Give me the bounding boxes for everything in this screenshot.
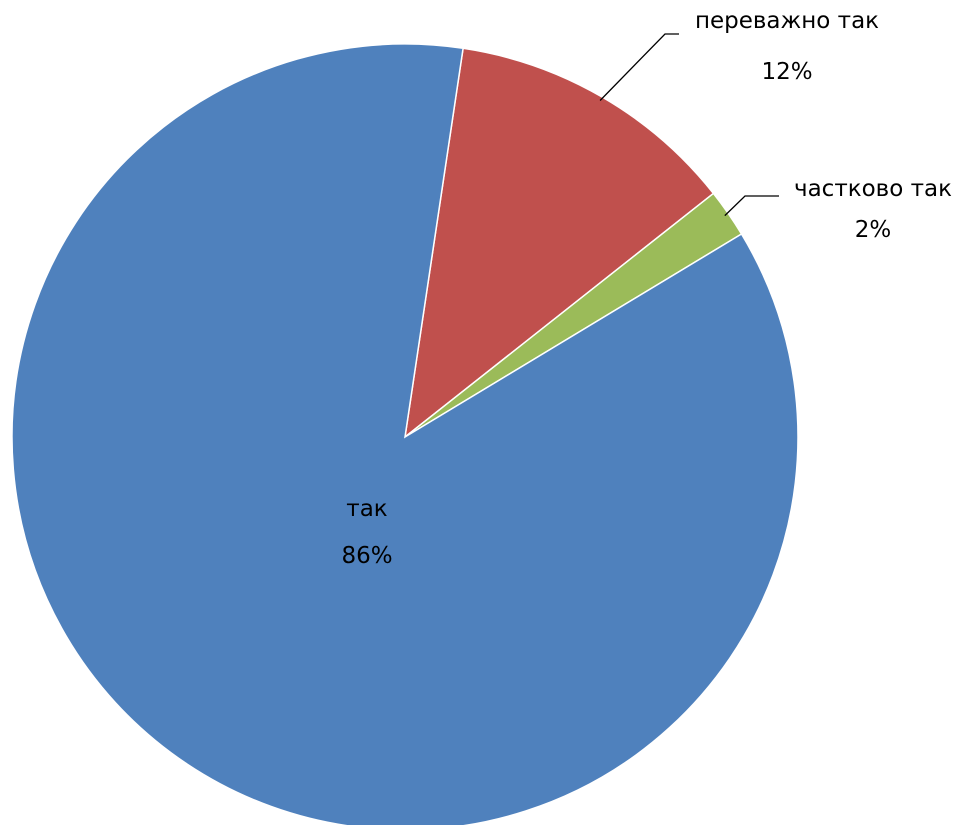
slice-value-perevazhno-tak: 12% — [761, 59, 812, 85]
pie-slice-0 — [403, 47, 715, 439]
pie-slice-2 — [11, 43, 799, 825]
slice-label-chastkovo-tak: частково так — [794, 176, 952, 202]
leader-lines — [599, 33, 779, 217]
leader-line-1 — [724, 195, 779, 217]
slice-label-perevazhno-tak: переважно так — [695, 8, 879, 34]
leader-line-0 — [599, 33, 679, 101]
slice-value-chastkovo-tak: 2% — [855, 217, 892, 243]
slice-value-tak: 86% — [341, 543, 392, 569]
slice-label-tak: так — [346, 496, 387, 522]
pie-slices — [11, 43, 799, 825]
